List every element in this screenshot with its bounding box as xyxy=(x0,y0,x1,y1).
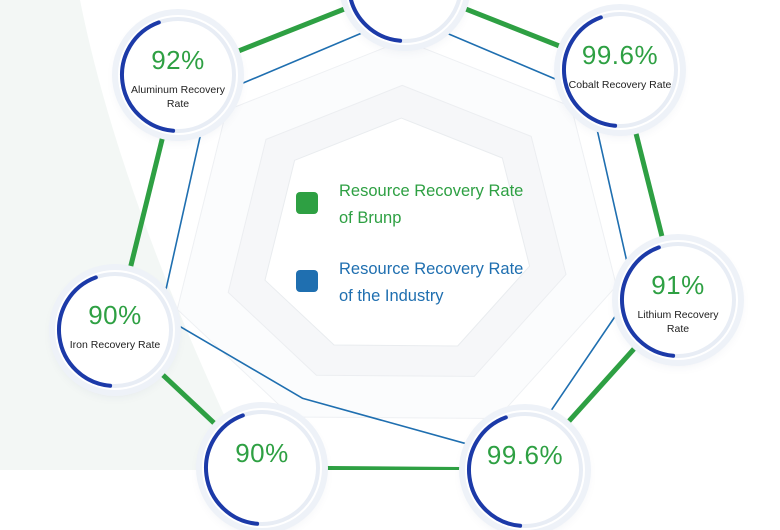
category-node xyxy=(345,0,465,45)
data-label-value: 99.6% xyxy=(486,440,564,470)
category-node: 91% Lithium Recovery Rate xyxy=(618,240,738,360)
category-label: Aluminum Recovery Rate xyxy=(131,84,225,110)
progress-ring xyxy=(562,12,678,128)
category-node: 90% Iron Recovery Rate xyxy=(55,270,175,390)
legend-label-industry: Resource Recovery Rate of the Industry xyxy=(339,260,524,305)
bg-heptagon-inner xyxy=(264,117,531,347)
progress-arc xyxy=(620,245,676,358)
category-label: Cobalt Recovery Rate xyxy=(568,79,672,91)
radar-plot xyxy=(112,0,681,470)
legend-label-brunp: Resource Recovery Rate of Brunp xyxy=(339,182,524,227)
progress-ring xyxy=(57,272,173,388)
progress-ring xyxy=(620,242,736,358)
category-node: 92% Aluminum Recovery Rate xyxy=(118,15,238,135)
category-node: 99.6% Cobalt Recovery Rate xyxy=(560,10,680,130)
category-node: 90% xyxy=(202,408,322,528)
legend-swatch-brunp xyxy=(296,192,318,214)
progress-arc xyxy=(120,20,176,133)
data-label-value: 91% xyxy=(651,270,705,300)
legend-swatch-industry xyxy=(296,270,318,292)
data-label-value: 90% xyxy=(88,300,142,330)
progress-arc xyxy=(349,0,403,43)
recovery-rate-radar-chart: 99.6% Cobalt Recovery Rate 91% Lithium Reco… xyxy=(0,0,738,530)
progress-arc xyxy=(562,15,618,128)
data-label-value: 92% xyxy=(151,45,205,75)
data-label-value: 90% xyxy=(235,438,289,468)
category-label: Iron Recovery Rate xyxy=(69,339,161,351)
data-label-value: 99.6% xyxy=(581,40,659,70)
category-label: Lithium Recovery Rate xyxy=(637,309,719,335)
category-node: 99.6% xyxy=(465,410,585,530)
progress-arc xyxy=(57,275,113,388)
progress-ring xyxy=(348,0,462,43)
progress-arc xyxy=(467,415,523,528)
progress-ring xyxy=(120,17,236,133)
